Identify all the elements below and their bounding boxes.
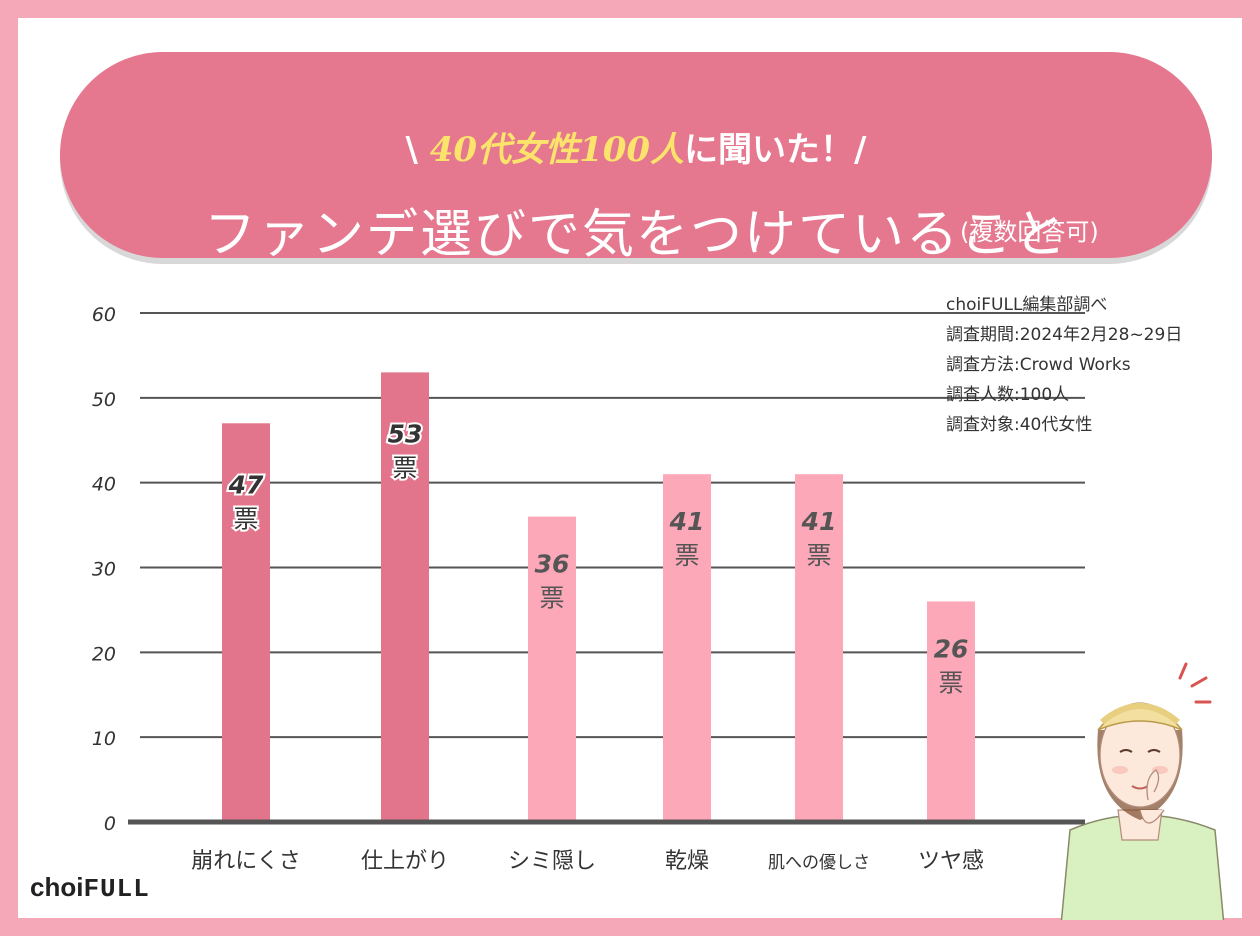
meta-line: 調査対象:40代女性 bbox=[946, 415, 1093, 435]
x-category-label: 肌への優しさ bbox=[768, 853, 870, 873]
x-category-label: 乾燥 bbox=[665, 849, 709, 874]
bar bbox=[795, 474, 843, 822]
bar-value-label: 47 bbox=[228, 470, 264, 499]
x-category-label: ツヤ感 bbox=[918, 849, 984, 874]
banner-note: (複数回答可) bbox=[960, 218, 1099, 246]
bar-value-label: 41 bbox=[669, 507, 705, 536]
bar bbox=[528, 516, 576, 822]
meta-line: 調査期間:2024年2月28~29日 bbox=[946, 325, 1183, 345]
banner-subtitle: \ 40代女性100人に聞いた！/ bbox=[405, 130, 867, 170]
meta-line: 調査方法:Crowd Works bbox=[946, 355, 1131, 375]
bar-unit-label: 票 bbox=[674, 541, 699, 570]
choifull-logo: choiFULL bbox=[30, 872, 150, 904]
banner-title: ファンデ選びで気をつけていること bbox=[203, 205, 1068, 265]
bar-value-label: 26 bbox=[934, 634, 969, 663]
bar-value-label: 36 bbox=[535, 550, 570, 579]
x-category-label: 仕上がり bbox=[361, 849, 449, 874]
survey-meta: choiFULL編集部調べ 調査期間:2024年2月28~29日 調査方法:Cr… bbox=[946, 290, 1182, 440]
meta-line: 調査人数:100人 bbox=[946, 385, 1070, 405]
bar-unit-label: 票 bbox=[806, 541, 831, 570]
bar-unit-label: 票 bbox=[233, 504, 258, 533]
y-tick-label: 20 bbox=[92, 643, 116, 665]
y-tick-label: 0 bbox=[104, 813, 116, 835]
bar bbox=[927, 601, 975, 822]
bar-unit-label: 票 bbox=[938, 668, 963, 697]
x-category-label: シミ隠し bbox=[508, 849, 596, 874]
banner-highlight: 40代女性100人 bbox=[429, 130, 685, 170]
woman-illustration-icon bbox=[1060, 662, 1225, 920]
bar-unit-label: 票 bbox=[392, 453, 417, 482]
y-tick-label: 30 bbox=[92, 559, 116, 581]
y-tick-label: 40 bbox=[92, 474, 116, 496]
bar bbox=[222, 423, 270, 822]
bar-value-label: 53 bbox=[388, 419, 423, 448]
bar-value-label: 41 bbox=[801, 507, 837, 536]
bar bbox=[381, 372, 429, 822]
x-category-label: 崩れにくさ bbox=[191, 849, 301, 874]
y-tick-label: 10 bbox=[92, 728, 116, 750]
y-tick-label: 60 bbox=[92, 304, 116, 326]
title-banner: \ 40代女性100人に聞いた！/ ファンデ選びで気をつけていること bbox=[60, 52, 1212, 265]
bar bbox=[663, 474, 711, 822]
bar-unit-label: 票 bbox=[539, 584, 564, 613]
meta-line: choiFULL編集部調べ bbox=[946, 295, 1108, 315]
y-tick-label: 50 bbox=[92, 389, 116, 411]
